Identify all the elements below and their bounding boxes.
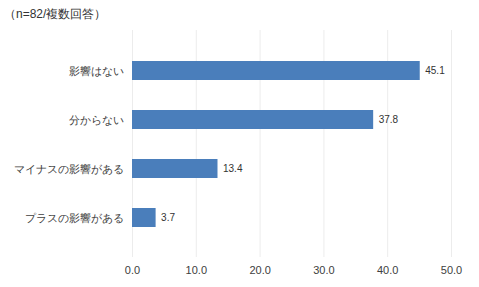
svg-text:10.0: 10.0 [186,264,207,276]
svg-text:3.7: 3.7 [161,212,175,223]
svg-text:分からない: 分からない [69,114,124,126]
svg-text:40.0: 40.0 [377,264,398,276]
svg-text:45.1: 45.1 [425,65,445,76]
svg-text:0.0: 0.0 [125,264,140,276]
svg-text:マイナスの影響がある: マイナスの影響がある [14,163,124,175]
svg-text:プラスの影響がある: プラスの影響がある [25,212,124,224]
svg-text:50.0: 50.0 [441,264,462,276]
svg-text:影響はない: 影響はない [69,65,124,77]
svg-text:37.8: 37.8 [379,114,399,125]
svg-text:30.0: 30.0 [313,264,334,276]
svg-text:13.4: 13.4 [223,163,243,174]
html-text:（n=82/複数回答）: （n=82/複数回答） [4,7,107,21]
svg-text:20.0: 20.0 [249,264,270,276]
